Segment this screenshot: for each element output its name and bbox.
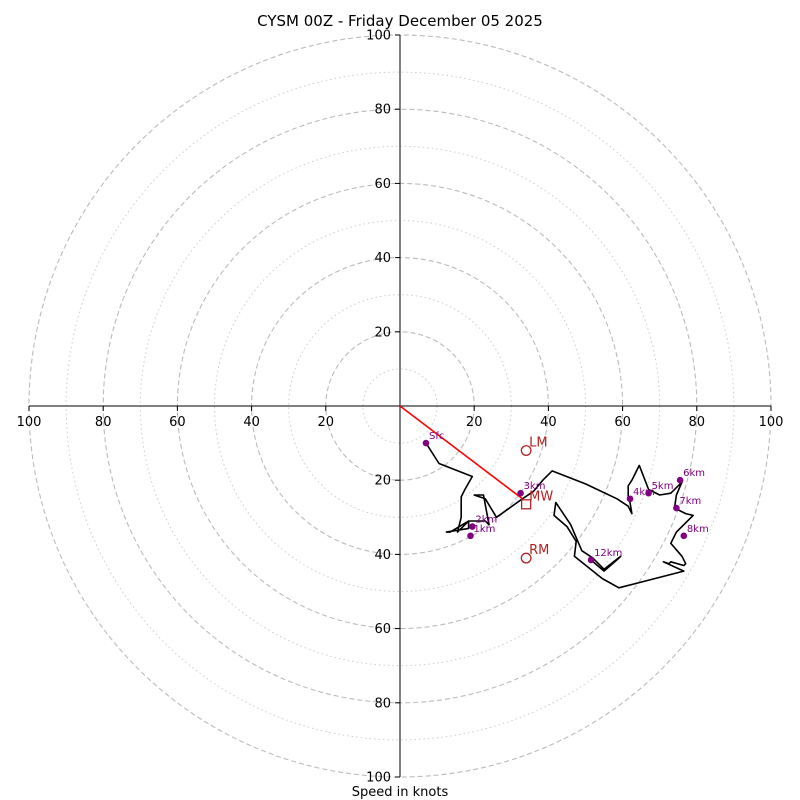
x-tick-label: 40 bbox=[243, 415, 260, 430]
height-point-label: 8km bbox=[687, 524, 709, 535]
y-tick-label: 40 bbox=[374, 251, 391, 266]
x-tick-label: 80 bbox=[689, 415, 706, 430]
shear-vector-line bbox=[399, 405, 523, 500]
storm-motion-markers: LM MW RM bbox=[520, 436, 553, 564]
height-point-label: 6km bbox=[683, 468, 705, 479]
storm-motion-marker bbox=[520, 445, 532, 456]
y-tick-label: 60 bbox=[374, 177, 391, 192]
height-point: 3km bbox=[517, 481, 546, 497]
height-point: 5km bbox=[645, 481, 674, 497]
height-point-label: 5km bbox=[652, 481, 674, 492]
height-point-marker bbox=[587, 556, 595, 564]
storm-motion: RM bbox=[520, 543, 549, 564]
height-point: 8km bbox=[680, 524, 709, 540]
height-point-marker bbox=[517, 489, 524, 497]
height-point: 12km bbox=[587, 548, 622, 564]
y-tick-label: 40 bbox=[374, 548, 391, 563]
height-point-marker bbox=[673, 504, 680, 512]
height-point-label: 3km bbox=[524, 481, 546, 492]
y-tick-label: 80 bbox=[374, 103, 391, 118]
tick-labels: 20 20 20 20 40 40 40 40 60 60 60 60 80 80 80 80 100 100 10… bbox=[17, 29, 784, 786]
x-axis-label: Speed in knots bbox=[352, 785, 449, 800]
storm-motion: MW bbox=[520, 489, 553, 510]
height-point-label: 1km bbox=[473, 524, 495, 535]
y-tick-label: 60 bbox=[374, 622, 391, 637]
height-point-marker bbox=[469, 523, 476, 530]
height-point-marker bbox=[467, 532, 474, 540]
x-tick-label: 40 bbox=[540, 415, 557, 430]
y-tick-label: 100 bbox=[366, 29, 391, 44]
x-tick-label: 20 bbox=[318, 415, 335, 430]
height-point-label: Sfc bbox=[429, 431, 444, 442]
y-tick-label: 20 bbox=[374, 325, 391, 340]
height-point-label: 4km bbox=[633, 487, 655, 498]
storm-motion: LM bbox=[520, 436, 548, 456]
hodograph-line bbox=[425, 442, 694, 589]
y-tick-label: 100 bbox=[366, 771, 391, 786]
x-tick-label: 20 bbox=[466, 415, 483, 430]
storm-motion-label: LM bbox=[529, 436, 547, 451]
height-point-label: 2km bbox=[475, 515, 497, 526]
height-point-label: 7km bbox=[679, 496, 701, 507]
height-point: Sfc bbox=[422, 431, 444, 447]
height-point-marker bbox=[626, 495, 634, 503]
height-point-marker bbox=[676, 476, 684, 484]
height-point: 7km bbox=[673, 496, 701, 512]
x-tick-label: 80 bbox=[95, 415, 112, 430]
hodograph-trace bbox=[399, 405, 694, 589]
storm-motion-marker bbox=[520, 552, 532, 564]
y-tick-label: 80 bbox=[374, 696, 391, 711]
x-tick-label: 100 bbox=[759, 415, 784, 430]
x-tick-label: 60 bbox=[169, 415, 186, 430]
height-point-label: 12km bbox=[594, 548, 622, 559]
storm-motion-label: RM bbox=[529, 543, 549, 558]
height-point-marker bbox=[680, 532, 688, 540]
y-tick-label: 20 bbox=[374, 474, 391, 489]
height-point-marker bbox=[422, 439, 430, 447]
chart-title: CYSM 00Z - Friday December 05 2025 bbox=[257, 12, 543, 30]
x-tick-label: 60 bbox=[614, 415, 631, 430]
height-point: 1km bbox=[467, 524, 495, 540]
height-point: 2km bbox=[469, 515, 497, 530]
storm-motion-label: MW bbox=[529, 489, 553, 504]
height-point: 6km bbox=[676, 468, 705, 484]
height-point-marker bbox=[645, 489, 652, 497]
x-tick-label: 100 bbox=[17, 415, 42, 430]
storm-motion-marker bbox=[520, 499, 532, 510]
height-point: 4km bbox=[626, 487, 655, 503]
